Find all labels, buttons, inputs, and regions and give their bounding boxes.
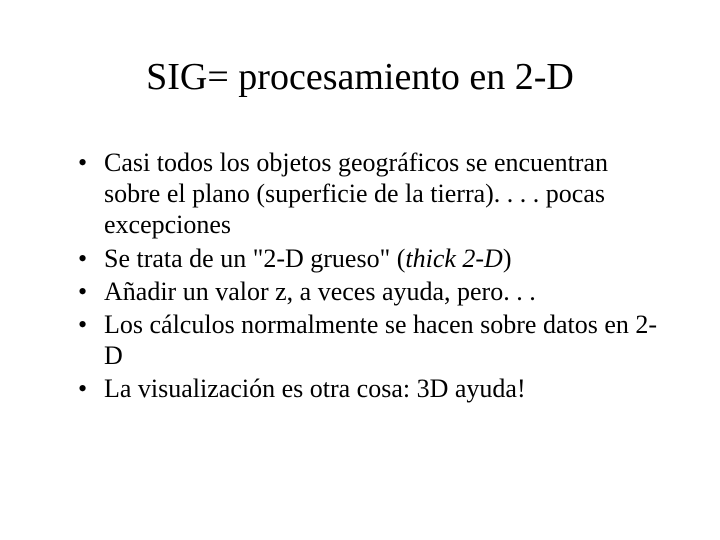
slide-title: SIG= procesamiento en 2-D	[60, 55, 660, 99]
bullet-text-suffix: )	[503, 244, 512, 273]
list-item: Casi todos los objetos geográficos se en…	[78, 147, 660, 241]
list-item: Se trata de un "2-D grueso" (thick 2-D)	[78, 243, 660, 274]
bullet-list: Casi todos los objetos geográficos se en…	[60, 147, 660, 405]
bullet-text: Los cálculos normalmente se hacen sobre …	[104, 310, 657, 370]
list-item: Los cálculos normalmente se hacen sobre …	[78, 309, 660, 371]
bullet-text-prefix: Se trata de un "2-D grueso" (	[104, 244, 405, 273]
list-item: Añadir un valor z, a veces ayuda, pero. …	[78, 276, 660, 307]
bullet-text: Añadir un valor z, a veces ayuda, pero. …	[104, 277, 536, 306]
bullet-text: La visualización es otra cosa: 3D ayuda!	[104, 374, 526, 403]
bullet-text-italic: thick 2-D	[405, 244, 502, 273]
list-item: La visualización es otra cosa: 3D ayuda!	[78, 373, 660, 404]
bullet-text: Casi todos los objetos geográficos se en…	[104, 148, 608, 239]
